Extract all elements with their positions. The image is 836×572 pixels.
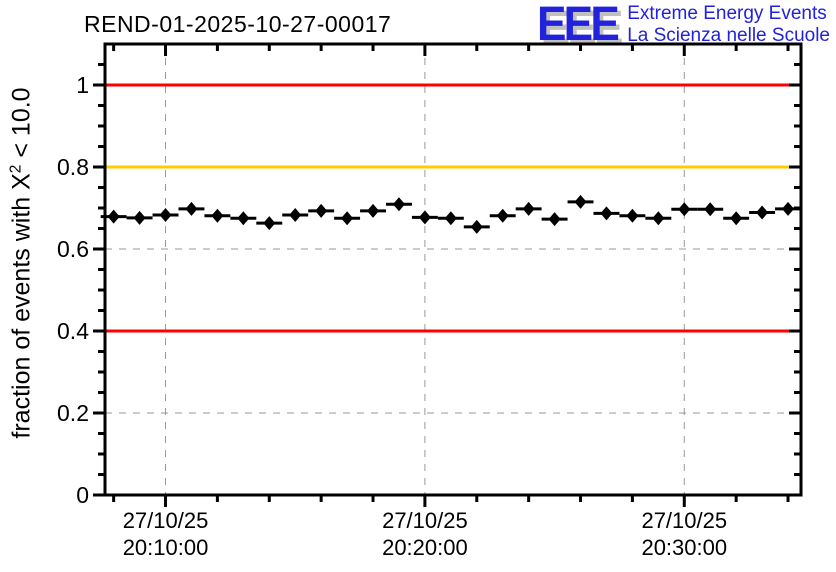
logo-line-2: La Scienza nelle Scuole	[627, 24, 830, 46]
x-tick-label-time: 20:20:00	[382, 535, 468, 560]
data-point	[600, 206, 613, 221]
axis-labels: 00.20.40.60.8127/10/2520:10:0027/10/2520…	[57, 72, 727, 560]
plot-frame	[103, 42, 803, 497]
eee-logo: EEE Extreme Energy Events La Scienza nel…	[530, 0, 830, 51]
data-point	[704, 202, 717, 217]
y-tick-label: 0.2	[57, 400, 89, 426]
data-point	[418, 210, 431, 225]
data-point	[289, 207, 302, 222]
data-point	[678, 202, 691, 217]
x-tick-label-date: 27/10/25	[123, 508, 209, 533]
data-point	[237, 211, 250, 226]
y-tick-label: 0.4	[57, 318, 89, 344]
x-tick-label-time: 20:30:00	[641, 535, 727, 560]
x-tick-label-date: 27/10/25	[641, 508, 727, 533]
data-point	[315, 203, 328, 218]
data-point	[107, 209, 120, 224]
axis-ticks	[93, 44, 801, 507]
data-point	[626, 208, 639, 223]
eee-logo-acronym: EEE	[537, 0, 620, 51]
data-point	[782, 201, 795, 216]
chart-title: REND-01-2025-10-27-00017	[84, 11, 392, 37]
data-point	[548, 212, 561, 227]
x-tick-label-time: 20:10:00	[123, 535, 209, 560]
y-tick-label: 1	[76, 72, 89, 98]
data-point	[263, 216, 276, 231]
eee-logo-text: Extreme Energy Events La Scienza nelle S…	[627, 3, 830, 46]
data-point	[133, 210, 146, 225]
data-point	[341, 211, 354, 226]
data-point	[652, 211, 665, 226]
gridlines	[105, 44, 801, 495]
data-point	[185, 201, 198, 216]
data-point	[756, 205, 769, 220]
data-points	[107, 194, 795, 234]
y-tick-label: 0	[76, 482, 89, 508]
data-point	[522, 201, 535, 216]
data-point	[730, 211, 743, 226]
data-point	[159, 207, 172, 222]
data-point	[470, 219, 483, 234]
logo-line-1: Extreme Energy Events	[627, 3, 827, 24]
y-tick-label: 0.6	[57, 236, 89, 262]
data-point	[444, 211, 457, 226]
x-tick-label-date: 27/10/25	[382, 508, 468, 533]
data-point	[392, 197, 405, 212]
data-point	[574, 194, 587, 209]
data-point	[211, 208, 224, 223]
data-point	[367, 203, 380, 218]
y-tick-label: 0.8	[57, 154, 89, 180]
threshold-lines	[105, 83, 801, 333]
data-point	[496, 208, 509, 223]
